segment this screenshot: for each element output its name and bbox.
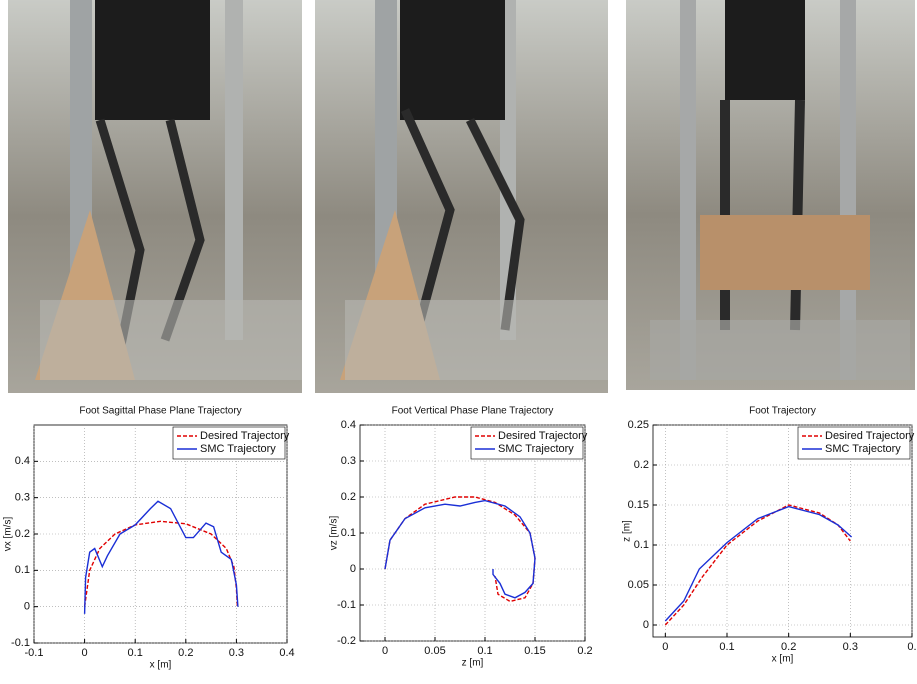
plot-area	[652, 424, 913, 638]
y-axis-label: z [m]	[622, 520, 633, 542]
data-line	[664, 505, 853, 622]
x-tick-label: 0	[82, 647, 88, 659]
data-line	[384, 499, 536, 599]
y-tick-label: 0.2	[341, 491, 356, 503]
chart-title: Foot Trajectory	[749, 406, 816, 417]
legend-label: SMC Trajectory	[498, 443, 574, 455]
data-line	[83, 520, 239, 607]
x-tick-label: 0.05	[424, 645, 445, 657]
photo	[626, 0, 915, 390]
y-tick-label: -0.1	[337, 599, 356, 611]
data-line	[83, 500, 239, 614]
x-axis-label: z [m]	[462, 658, 484, 669]
y-tick-label: 0.1	[341, 527, 356, 539]
x-tick-label: 0.2	[781, 641, 796, 653]
legend-box	[172, 426, 286, 460]
legend-label: Desired Trajectory	[498, 430, 588, 442]
x-axis-label: x [m]	[772, 654, 794, 665]
y-tick-label: 0.3	[341, 455, 356, 467]
x-tick-label: 0.	[907, 641, 916, 653]
x-tick-label: 0	[382, 645, 388, 657]
y-tick-label: 0	[350, 563, 356, 575]
y-tick-label: 0.1	[634, 539, 649, 551]
x-tick-label: 0	[662, 641, 668, 653]
x-tick-label: 0.1	[128, 647, 143, 659]
y-axis-label: vz [m/s]	[329, 516, 340, 551]
y-tick-label: 0.4	[15, 455, 30, 467]
legend-label: SMC Trajectory	[200, 443, 276, 455]
x-axis-label: x [m]	[150, 660, 172, 671]
legend-label: Desired Trajectory	[200, 430, 290, 442]
legend-box	[797, 426, 911, 460]
legend-box	[470, 426, 584, 460]
data-line	[664, 504, 851, 626]
y-tick-label: 0.15	[628, 499, 649, 511]
y-tick-label: 0.05	[628, 579, 649, 591]
y-tick-label: 0.3	[15, 492, 30, 504]
x-tick-label: 0.4	[279, 647, 294, 659]
y-axis-label: vx [m/s]	[3, 517, 14, 552]
y-tick-label: 0.2	[634, 459, 649, 471]
y-tick-label: 0	[24, 601, 30, 613]
y-tick-label: 0.2	[15, 528, 30, 540]
x-tick-label: 0.1	[477, 645, 492, 657]
y-tick-label: 0.4	[341, 419, 356, 431]
y-tick-label: 0.25	[628, 419, 649, 431]
x-tick-label: -0.1	[25, 647, 44, 659]
plot-area	[359, 424, 586, 642]
x-tick-label: 0.2	[178, 647, 193, 659]
y-tick-label: 0	[643, 619, 649, 631]
chart-title: Foot Vertical Phase Plane Trajectory	[392, 406, 554, 417]
x-tick-label: 0.3	[843, 641, 858, 653]
chart-title: Foot Sagittal Phase Plane Trajectory	[79, 406, 241, 417]
legend-label: Desired Trajectory	[825, 430, 915, 442]
y-tick-label: -0.2	[337, 635, 356, 647]
legend-label: SMC Trajectory	[825, 443, 901, 455]
data-line	[384, 496, 536, 603]
x-tick-label: 0.3	[229, 647, 244, 659]
x-tick-label: 0.1	[719, 641, 734, 653]
x-tick-label: 0.2	[577, 645, 592, 657]
y-tick-label: -0.1	[11, 637, 30, 649]
photo	[8, 0, 302, 393]
y-tick-label: 0.1	[15, 564, 30, 576]
x-tick-label: 0.15	[524, 645, 545, 657]
photo	[315, 0, 608, 393]
